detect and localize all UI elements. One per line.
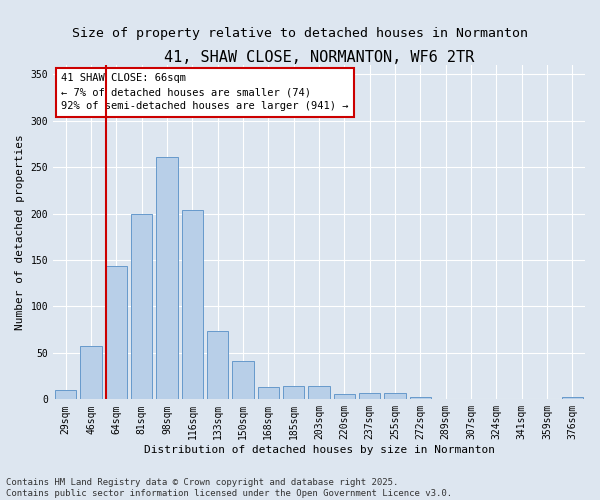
Text: Size of property relative to detached houses in Normanton: Size of property relative to detached ho… <box>72 28 528 40</box>
Bar <box>131 214 152 400</box>
Text: Contains HM Land Registry data © Crown copyright and database right 2025.
Contai: Contains HM Land Registry data © Crown c… <box>6 478 452 498</box>
Bar <box>410 396 431 400</box>
Bar <box>359 393 380 400</box>
Bar <box>257 388 279 400</box>
Bar <box>334 394 355 400</box>
Bar <box>384 393 406 400</box>
Y-axis label: Number of detached properties: Number of detached properties <box>15 134 25 330</box>
Bar <box>182 210 203 400</box>
Bar <box>207 330 229 400</box>
Title: 41, SHAW CLOSE, NORMANTON, WF6 2TR: 41, SHAW CLOSE, NORMANTON, WF6 2TR <box>164 50 474 65</box>
X-axis label: Distribution of detached houses by size in Normanton: Distribution of detached houses by size … <box>143 445 494 455</box>
Bar <box>106 266 127 400</box>
Bar <box>156 157 178 400</box>
Bar <box>283 386 304 400</box>
Bar <box>308 386 330 400</box>
Bar <box>562 398 583 400</box>
Text: 41 SHAW CLOSE: 66sqm
← 7% of detached houses are smaller (74)
92% of semi-detach: 41 SHAW CLOSE: 66sqm ← 7% of detached ho… <box>61 74 349 112</box>
Bar <box>80 346 102 400</box>
Bar <box>55 390 76 400</box>
Bar <box>232 362 254 400</box>
